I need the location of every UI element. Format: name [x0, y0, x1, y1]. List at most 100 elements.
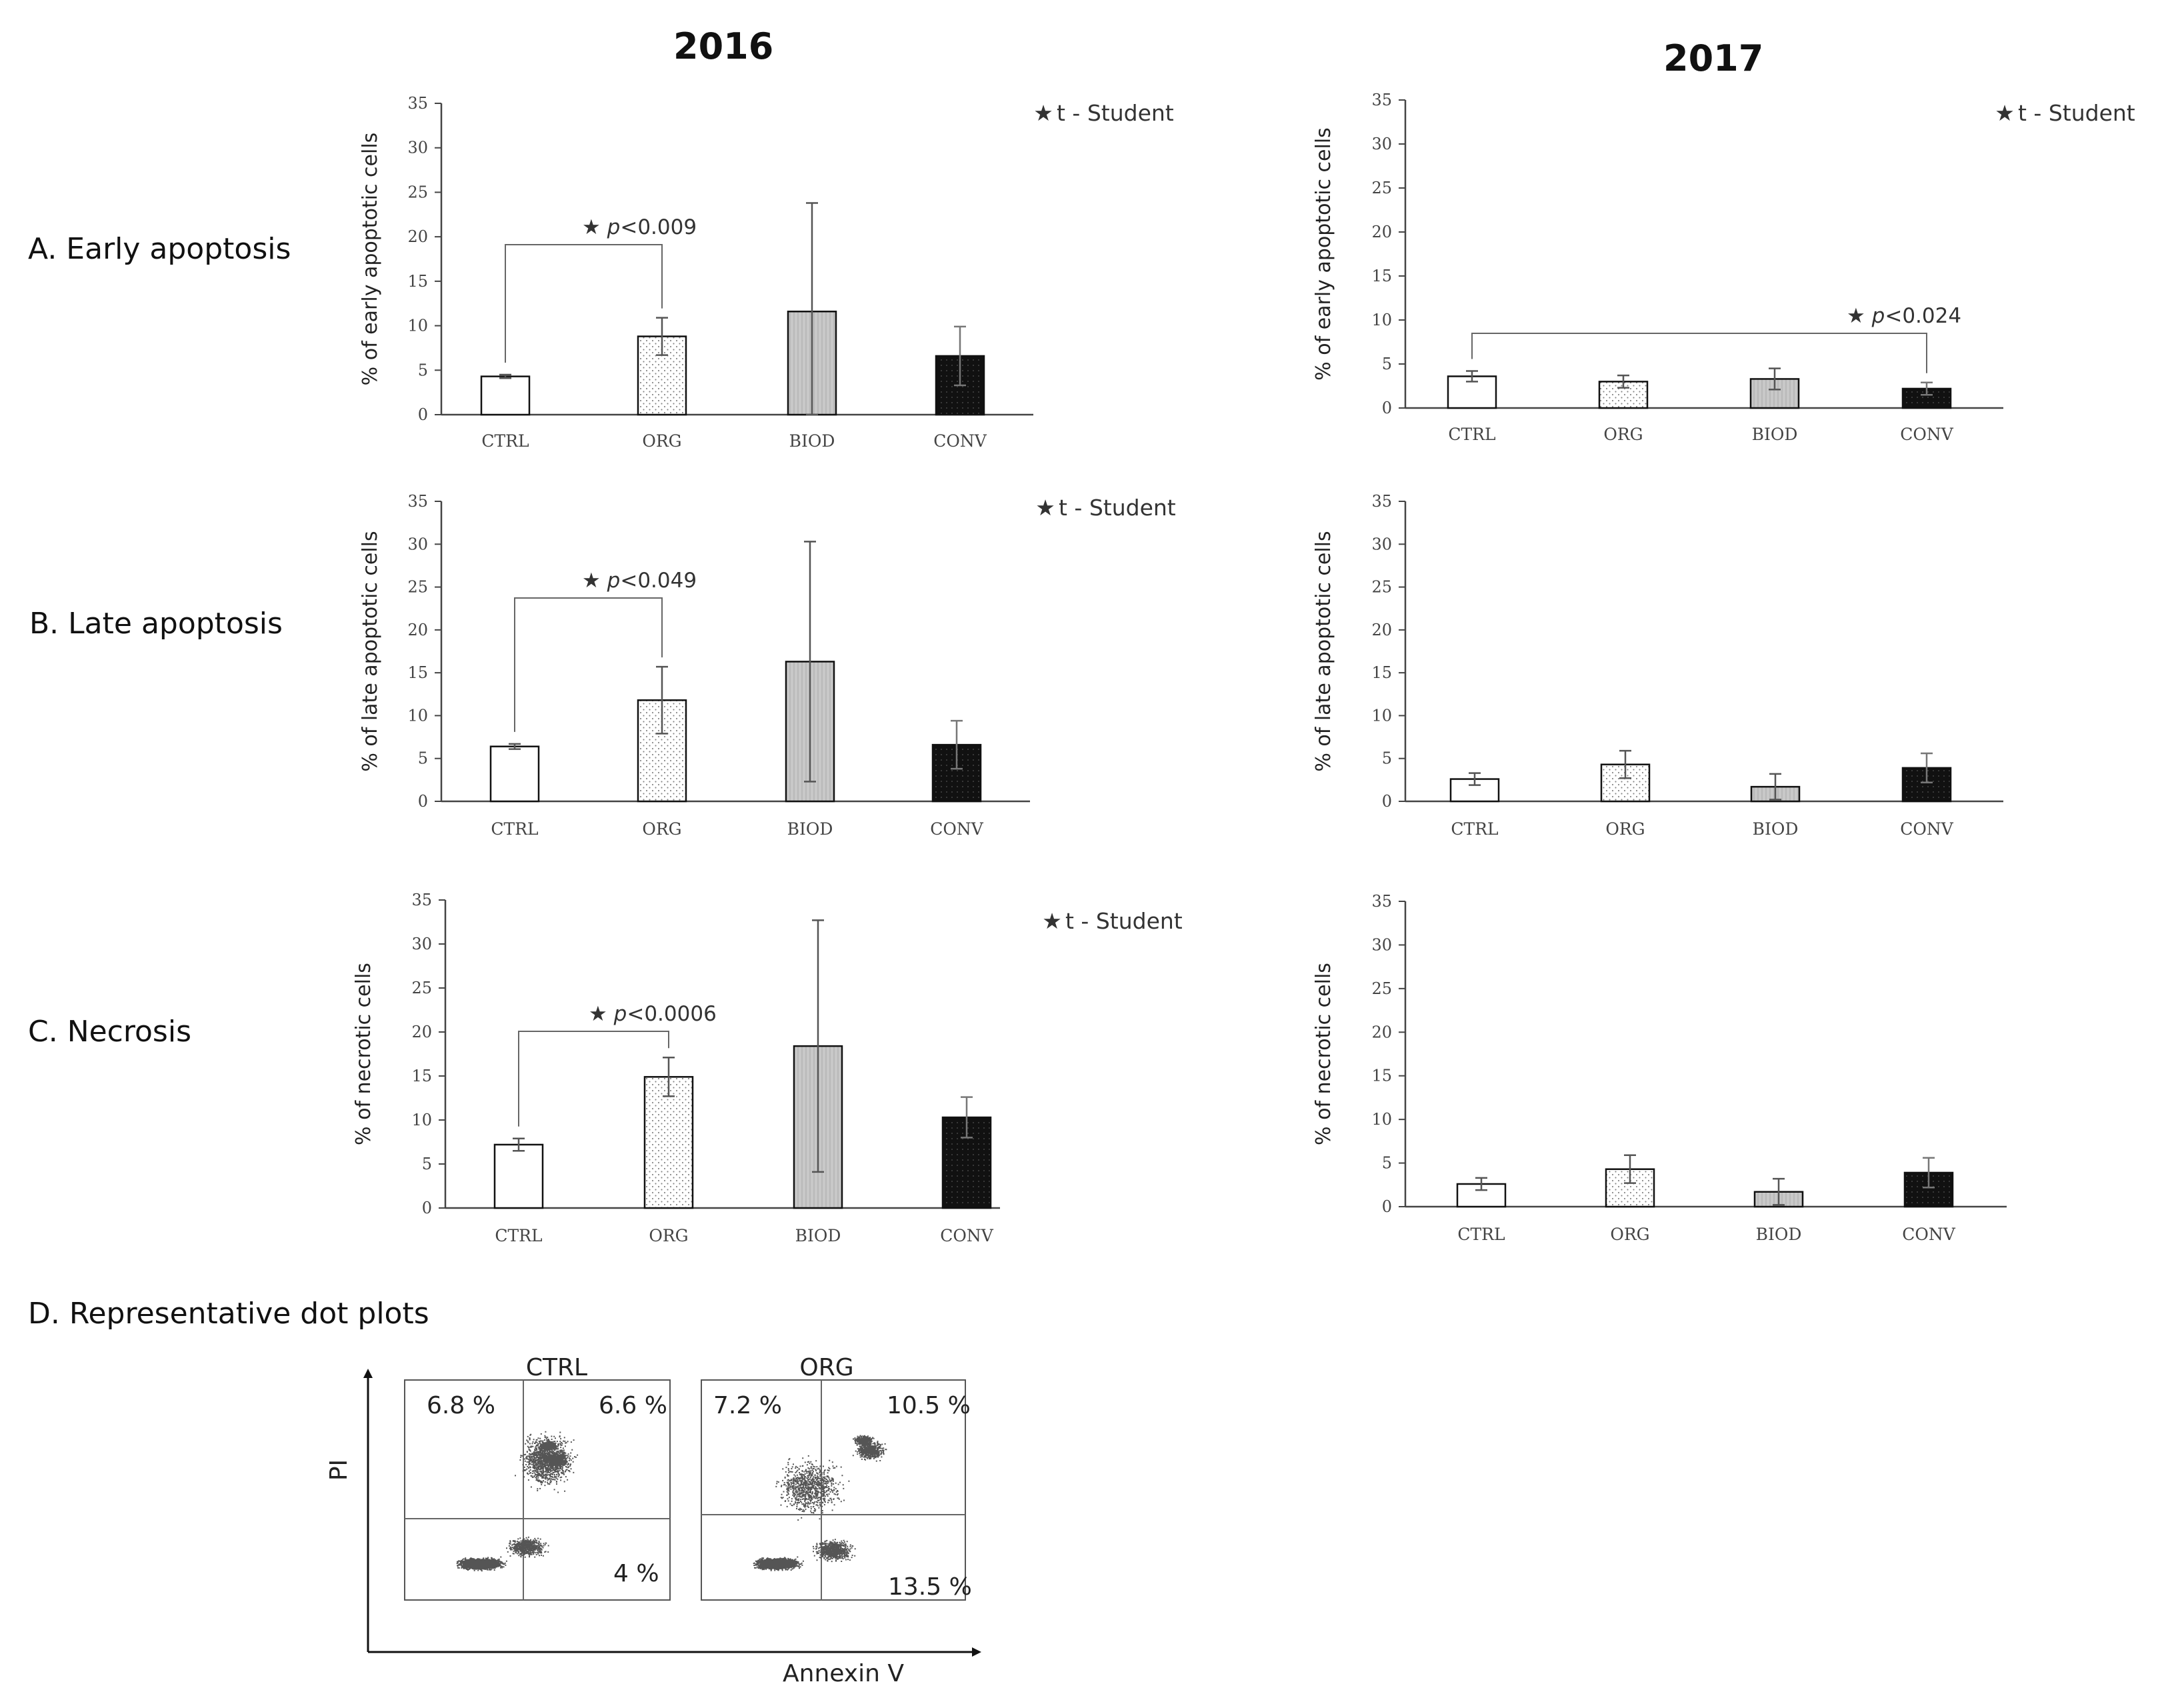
y-tick-label: 25 — [407, 578, 428, 597]
error-bar-conv-A2017 — [1921, 381, 1933, 396]
y-tick-label: 0 — [1382, 792, 1392, 811]
star-icon: ★ — [1995, 100, 2015, 126]
error-bar-org-A2017 — [1617, 374, 1629, 389]
y-tick-label: 10 — [411, 1111, 432, 1129]
y-tick-label: 30 — [1371, 935, 1392, 954]
dot-cloud — [456, 1431, 579, 1572]
error-bar-org-B2016 — [656, 665, 668, 735]
error-bar-biod-C2016 — [812, 919, 824, 1173]
significance-label-A2016: ★ p<0.009 — [582, 215, 697, 239]
legend-text: t - Student — [1057, 100, 1174, 126]
quadrant-ul-ctrl: 6.8 % — [427, 1392, 495, 1419]
y-tick-label: 20 — [1371, 621, 1392, 639]
category-label: BIOD — [1756, 1225, 1802, 1244]
category-label: CTRL — [1448, 425, 1495, 444]
quadrant-ur-org: 10.5 % — [887, 1392, 971, 1419]
quadrant-lr-org: 13.5 % — [888, 1573, 972, 1601]
category-label: BIOD — [1752, 425, 1798, 444]
significance-label-B2016: ★ p<0.049 — [582, 569, 697, 593]
y-tick-label: 15 — [411, 1067, 432, 1085]
error-bar-ctrl-B2016 — [509, 743, 521, 750]
y-tick-label: 35 — [411, 891, 432, 909]
error-bar-conv-C2017 — [1923, 1157, 1935, 1189]
y-tick-label: 35 — [1371, 492, 1392, 511]
category-label: ORG — [642, 431, 681, 451]
y-tick-label: 10 — [407, 317, 428, 335]
legend-B2016: ★ t - Student — [1035, 495, 1176, 521]
y-tick-label: 0 — [1382, 1197, 1392, 1216]
row-label-dot-plots: D. Representative dot plots — [28, 1297, 429, 1331]
y-tick-label: 0 — [422, 1199, 432, 1217]
category-label: ORG — [1610, 1225, 1649, 1244]
row-label-necrosis: C. Necrosis — [28, 1015, 191, 1049]
category-label: CONV — [940, 1226, 993, 1245]
error-bar-ctrl-A2016 — [499, 373, 511, 379]
error-bar-org-C2016 — [663, 1057, 675, 1097]
category-label: CONV — [930, 819, 983, 839]
y-tick-label: 5 — [1382, 1154, 1392, 1173]
y-tick-label: 35 — [1371, 892, 1392, 911]
y-tick-label: 15 — [1371, 267, 1392, 285]
y-tick-label: 15 — [407, 663, 428, 682]
category-label: CONV — [1900, 819, 1953, 839]
y-tick-label: 25 — [1371, 979, 1392, 998]
significance-label-C2016: ★ p<0.0006 — [589, 1002, 717, 1026]
bar-org-C2016 — [643, 1076, 694, 1209]
error-bar-biod-C2017 — [1773, 1177, 1785, 1206]
error-bar-biod-A2017 — [1769, 367, 1781, 391]
y-axis-label-C2017: % of necrotic cells — [1312, 963, 1335, 1145]
legend-text: t - Student — [1059, 495, 1176, 521]
star-icon: ★ — [1035, 495, 1055, 521]
y-tick-label: 15 — [1371, 1067, 1392, 1085]
category-label: CTRL — [495, 1226, 542, 1245]
error-bar-biod-A2016 — [806, 202, 818, 416]
error-bar-biod-B2017 — [1769, 773, 1781, 801]
y-tick-label: 5 — [1382, 749, 1392, 768]
y-tick-label: 35 — [1371, 91, 1392, 109]
y-axis-label-A2017: % of early apoptotic cells — [1312, 127, 1335, 381]
significance-bracket-C2016 — [518, 1031, 669, 1127]
row-label-early-apoptosis: A. Early apoptosis — [28, 232, 291, 266]
y-tick-label: 35 — [407, 94, 428, 113]
bar-ctrl-C2016 — [493, 1143, 544, 1209]
y-tick-label: 0 — [1382, 399, 1392, 417]
category-label: CONV — [1900, 425, 1953, 444]
dot-plot-title-ctrl: CTRL — [526, 1354, 587, 1381]
year-2017-header: 2017 — [1663, 37, 1764, 79]
category-label: CTRL — [1451, 819, 1498, 839]
category-label: BIOD — [795, 1226, 841, 1245]
y-tick-label: 5 — [1382, 355, 1392, 373]
quadrant-ul-org: 7.2 % — [713, 1392, 782, 1419]
error-bar-ctrl-C2017 — [1475, 1177, 1487, 1191]
y-tick-label: 30 — [411, 935, 432, 953]
category-label: CTRL — [1457, 1225, 1505, 1244]
error-bar-ctrl-C2016 — [513, 1137, 525, 1152]
legend-A2017: ★ t - Student — [1995, 100, 2135, 126]
year-2016-header: 2016 — [673, 25, 774, 67]
y-tick-label: 10 — [1371, 1110, 1392, 1129]
error-bar-org-C2017 — [1624, 1154, 1636, 1184]
y-tick-label: 20 — [407, 621, 428, 639]
error-bar-ctrl-B2017 — [1469, 772, 1481, 786]
y-tick-label: 20 — [1371, 223, 1392, 241]
y-tick-label: 25 — [1371, 578, 1392, 597]
error-bar-ctrl-A2017 — [1466, 370, 1478, 383]
star-icon: ★ — [1033, 100, 1053, 126]
legend-text: t - Student — [2018, 100, 2135, 126]
y-tick-label: 20 — [407, 227, 428, 246]
y-tick-label: 20 — [1371, 1023, 1392, 1041]
error-bar-org-A2016 — [656, 317, 668, 356]
category-label: ORG — [642, 819, 681, 839]
category-label: BIOD — [787, 819, 833, 839]
y-tick-label: 15 — [407, 272, 428, 291]
y-axis-label-B2017: % of late apoptotic cells — [1312, 531, 1335, 771]
error-bar-conv-A2016 — [954, 325, 966, 387]
y-tick-label: 0 — [418, 405, 428, 424]
dot-plot-ctrl: CTRL 6.8 % 6.6 % 4 % — [404, 1354, 671, 1601]
y-tick-label: 10 — [1371, 706, 1392, 725]
